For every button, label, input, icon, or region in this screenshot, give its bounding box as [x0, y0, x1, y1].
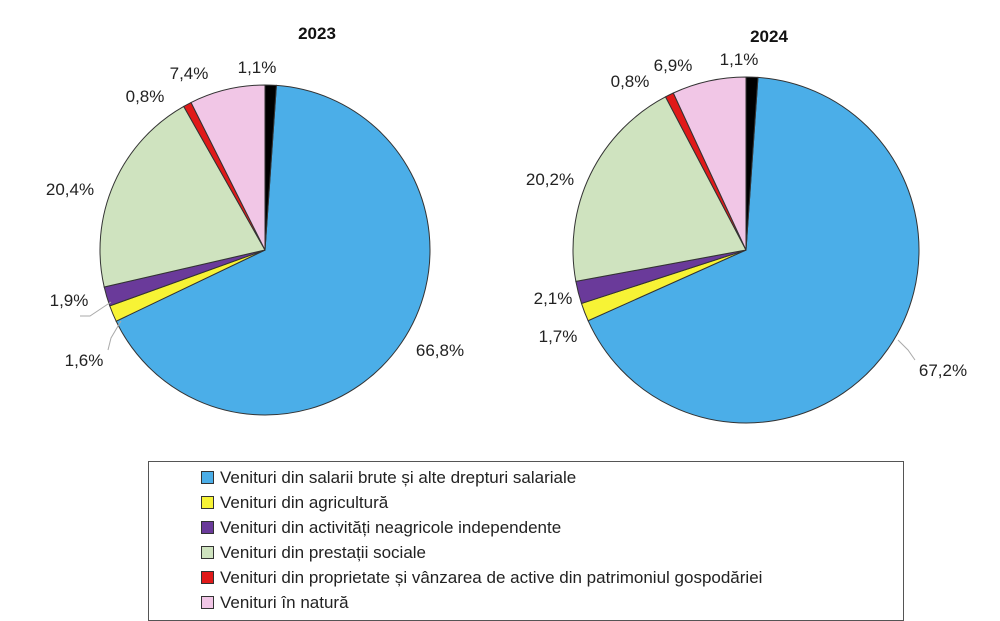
chart-title-2024: 2024	[750, 27, 788, 46]
slice-data-label: 7,4%	[170, 64, 209, 83]
slice-data-label: 1,1%	[238, 58, 277, 77]
legend-swatch	[201, 521, 214, 534]
legend-swatch	[201, 546, 214, 559]
pie-slice	[745, 76, 759, 251]
legend-item: Venituri din proprietate și vânzarea de …	[201, 565, 903, 590]
chart-title-2023: 2023	[298, 24, 336, 43]
legend-item: Venituri din agricultură	[201, 490, 903, 515]
pie-charts: 2023 66,8% 1,6% 1,9% 20,4% 0,8% 7,4% 1,1% 2024…	[46, 24, 967, 424]
slice-data-label: 1,7%	[539, 327, 578, 346]
legend-swatch	[201, 596, 214, 609]
slice-data-label: 0,8%	[126, 87, 165, 106]
pie-slice	[99, 105, 266, 288]
slice-data-label: 1,9%	[50, 291, 89, 310]
legend-label: Venituri din salarii brute și alte drept…	[220, 467, 577, 487]
legend-swatch	[201, 496, 214, 509]
legend-label: Venituri din proprietate și vânzarea de …	[220, 567, 763, 587]
slice-data-label: 6,9%	[654, 56, 693, 75]
legend-label: Venituri în natură	[220, 592, 349, 612]
pie-chart-2023: 2023 66,8% 1,6% 1,9% 20,4% 0,8% 7,4% 1,1%	[46, 24, 464, 416]
pie-slice	[115, 84, 431, 416]
slice-data-label: 1,1%	[720, 50, 759, 69]
slice-data-label: 2,1%	[534, 289, 573, 308]
label-leader-line	[897, 339, 916, 361]
legend: Venituri din salarii brute și alte drept…	[148, 461, 904, 621]
slice-data-label: 67,2%	[919, 361, 967, 380]
legend-item: Venituri din prestații sociale	[201, 540, 903, 565]
pie-chart-2024: 2024 67,2% 1,7% 2,1% 20,2% 0,8%6,9% 1,1%	[526, 27, 967, 424]
legend-label: Venituri din activități neagricole indep…	[220, 517, 562, 537]
slice-data-label: 20,4%	[46, 180, 94, 199]
legend-swatch	[201, 471, 214, 484]
slice-data-label: 1,6%	[65, 351, 104, 370]
legend-swatch	[201, 571, 214, 584]
legend-label: Venituri din agricultură	[220, 492, 389, 512]
slice-data-label: 0,8%	[611, 72, 650, 91]
legend-item: Venituri în natură	[201, 590, 903, 615]
pie-slice	[264, 84, 277, 251]
label-leader-line	[80, 301, 112, 317]
pie-slice	[572, 96, 747, 282]
label-leader-line	[107, 320, 122, 351]
legend-label: Venituri din prestații sociale	[220, 542, 427, 562]
legend-item: Venituri din salarii brute și alte drept…	[201, 465, 903, 490]
pie-slice	[587, 76, 920, 424]
slice-data-label: 20,2%	[526, 170, 574, 189]
legend-item: Venituri din activități neagricole indep…	[201, 515, 903, 540]
slice-data-label: 66,8%	[416, 341, 464, 360]
